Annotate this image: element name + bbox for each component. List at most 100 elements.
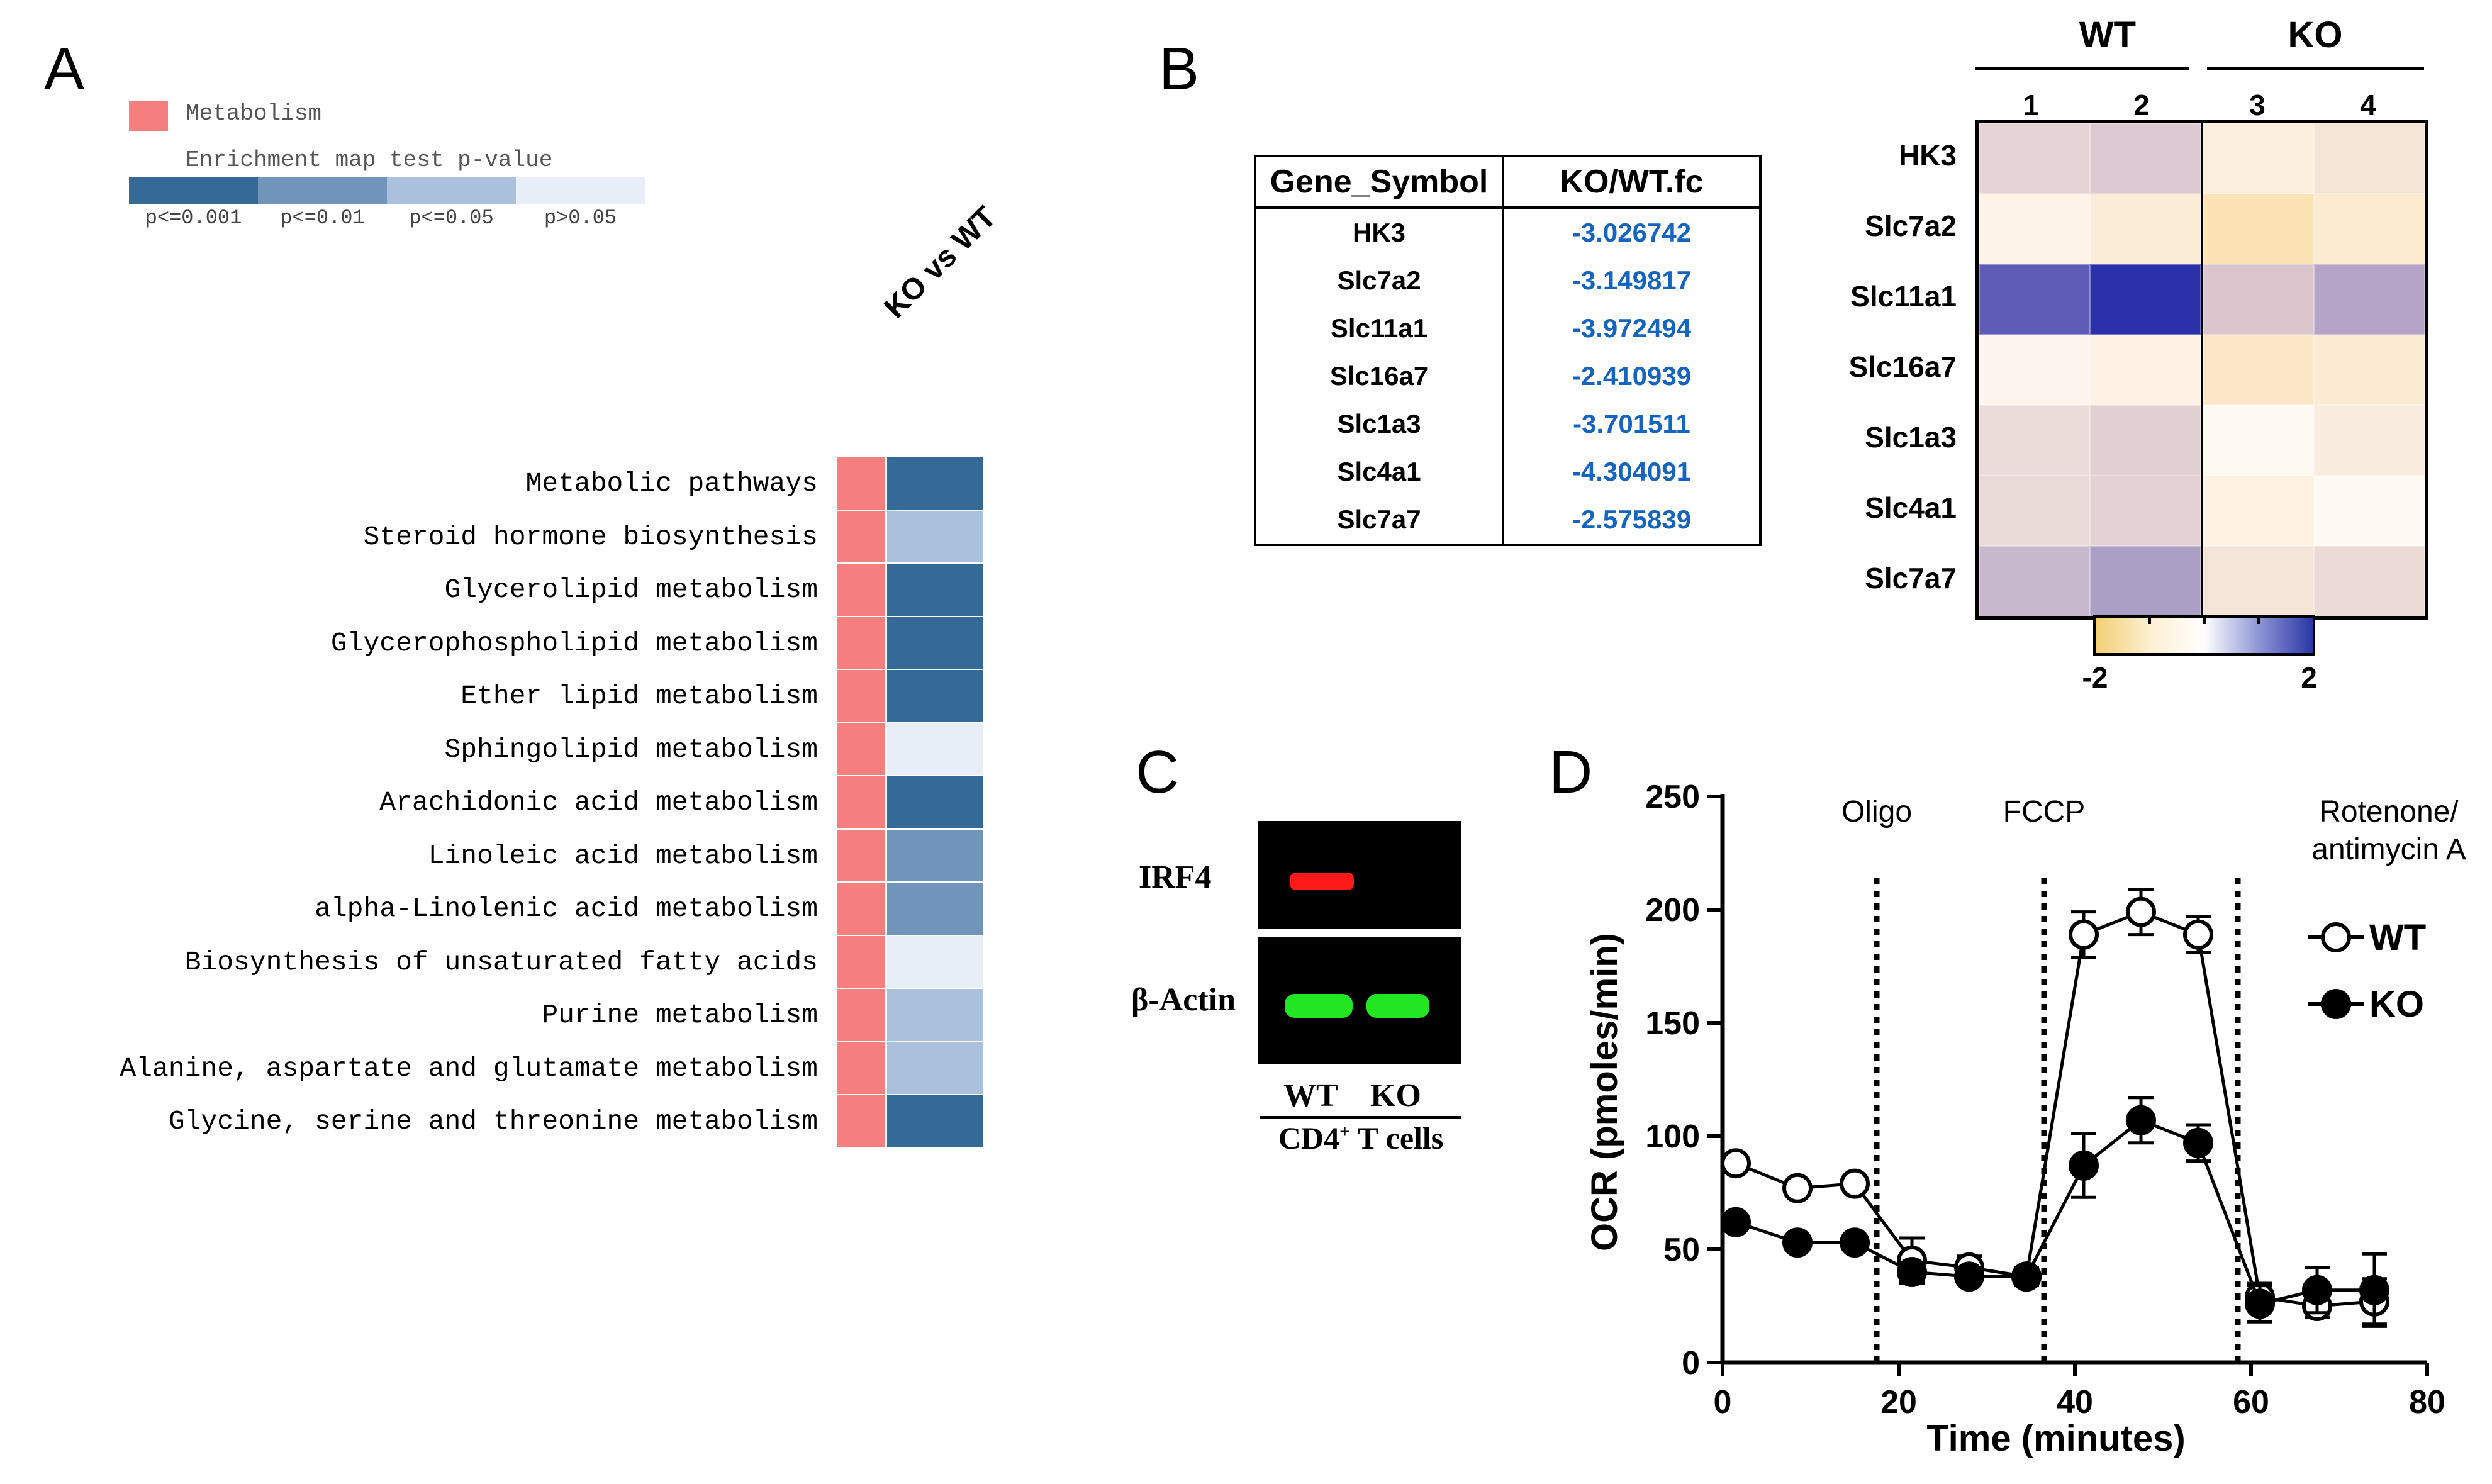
group-label-ko: KO: [2288, 14, 2343, 55]
pathway-label: Metabolic pathways: [525, 468, 818, 499]
x-tick-label: 60: [2233, 1384, 2269, 1420]
pvalue-legend-bar: [129, 177, 645, 204]
fold-change-cell: -2.575839: [1572, 505, 1692, 534]
lane-label-ko: KO: [1370, 1078, 1421, 1113]
heatmap-gene-label: Slc16a7: [1848, 350, 1957, 383]
series-line-wt: [1735, 910, 2375, 1308]
category-cell: [837, 829, 885, 881]
heatmap-cell: [2090, 123, 2201, 194]
heatmap-cell: [1979, 264, 2090, 335]
legend-label-ko: KO: [2369, 984, 2424, 1025]
data-point-ko: [2126, 1105, 2156, 1135]
panel-label-b: B: [1159, 35, 1200, 103]
heatmap-cell: [2314, 335, 2425, 405]
pathway-label: Alanine, aspartate and glutamate metabol…: [120, 1052, 818, 1084]
gene-cell: Slc16a7: [1255, 352, 1504, 400]
pathway-label: Sphingolipid metabolism: [444, 734, 819, 765]
pathway-label: Biosynthesis of unsaturated fatty acids: [184, 946, 818, 978]
table-header-fc: KO/WT.fc: [1503, 156, 1760, 209]
gene-cell: Slc1a3: [1255, 400, 1504, 448]
heatmap-cell: [2314, 123, 2425, 194]
category-cell: [837, 1042, 885, 1094]
category-cell: [837, 1095, 885, 1147]
colorbar-min: -2: [2082, 661, 2108, 694]
sample-labels: 1 2 3 4: [1975, 88, 2428, 121]
y-tick-label: 100: [1645, 1119, 1700, 1155]
pvalue-cell: [887, 989, 983, 1041]
heatmap-frame: [1975, 120, 2428, 620]
pvalue-cell: [887, 723, 983, 775]
heatmap-cell: [2203, 123, 2314, 194]
data-point-ko: [1954, 1261, 1984, 1292]
lane-label-wt: WT: [1283, 1078, 1338, 1113]
panel-label-c: C: [1136, 739, 1180, 806]
data-point-ko: [2011, 1261, 2042, 1292]
heatmap-cell: [1979, 194, 2090, 264]
heatmap-gene-label: Slc7a2: [1865, 209, 1957, 242]
heatmap-cell: [2314, 405, 2425, 476]
data-point-ko: [2302, 1275, 2332, 1305]
sample-label: 2: [2133, 89, 2150, 121]
injection-label: Rotenone/: [2319, 795, 2459, 828]
table-row: Slc7a2 -3.149817: [1255, 257, 1760, 304]
heatmap-cell: [1979, 335, 2090, 405]
heatmap-cell: [2203, 405, 2314, 476]
pvalue-swatch: [387, 177, 516, 204]
y-tick-label: 0: [1682, 1345, 1700, 1381]
expression-heatmap: HK3 Slc7a2 Slc11a1 Slc16a7 Slc1a3 Slc4a1 Slc7a…: [1824, 120, 2441, 620]
heatmap-cell: [2090, 194, 2201, 264]
pvalue-swatch: [516, 177, 645, 204]
group-label-wt: WT: [2079, 14, 2137, 55]
pathway-label: Purine metabolism: [542, 1000, 818, 1030]
category-cell: [837, 883, 885, 935]
lane-underline: [1260, 1116, 1461, 1119]
pvalue-cell: [887, 457, 983, 510]
gene-cell: Slc7a7: [1255, 496, 1504, 545]
colorbar-max: 2: [2301, 661, 2317, 694]
heatmap-cell: [1979, 476, 2090, 546]
heatmap-cell: [2090, 405, 2201, 476]
fold-change-cell: -3.972494: [1572, 313, 1692, 343]
pvalue-cell: [887, 1042, 983, 1094]
pvalue-label: p<=0.001: [145, 206, 242, 230]
fold-change-cell: -2.410939: [1572, 361, 1692, 391]
heatmap-cell: [1979, 405, 2090, 476]
column-label-ko-vs-wt: KO vs WT: [878, 200, 1003, 325]
group-bar-wt: [1975, 67, 2189, 70]
heatmap-cell: [1979, 123, 2090, 194]
pvalue-cell: [887, 564, 983, 616]
pvalue-cell: [887, 1095, 983, 1147]
table-row: Slc7a7 -2.575839: [1255, 496, 1760, 545]
heatmap-cell: [2090, 546, 2201, 616]
heatmap-cell: [2203, 264, 2314, 335]
data-point-wt: [2183, 919, 2213, 950]
cell-type-label: CD4+ T cells: [1278, 1120, 1444, 1156]
data-point-ko: [2245, 1288, 2275, 1319]
data-point-ko: [1721, 1207, 1751, 1237]
sample-label: 1: [2023, 89, 2039, 121]
heatmap-cell: [2314, 546, 2425, 616]
x-tick-label: 0: [1714, 1384, 1732, 1420]
injection-label: Oligo: [1841, 795, 1912, 828]
category-cell: [837, 616, 885, 669]
table-row: Slc11a1 -3.972494: [1255, 304, 1760, 352]
category-cell: [837, 989, 885, 1041]
y-tick-label: 250: [1645, 779, 1700, 815]
pvalue-cell: [887, 829, 983, 881]
heatmap-gene-label: Slc1a3: [1865, 421, 1957, 454]
x-tick-label: 80: [2409, 1384, 2445, 1420]
heatmap-cell: [1979, 546, 2090, 616]
actin-band-ko: [1366, 994, 1429, 1018]
fold-change-table: Gene_Symbol KO/WT.fc HK3 -3.026742 Slc7a2 -…: [1254, 155, 1762, 546]
pvalue-swatch: [258, 177, 387, 204]
data-point-ko: [2359, 1275, 2389, 1305]
category-cell: [837, 564, 885, 616]
data-point-wt: [1840, 1168, 1870, 1199]
pvalue-cell: [887, 670, 983, 722]
data-point-ko: [1782, 1227, 1813, 1258]
pathway-label: alpha-Linolenic acid metabolism: [315, 893, 818, 924]
gene-cell: Slc4a1: [1255, 448, 1504, 496]
data-point-wt: [1782, 1173, 1813, 1203]
data-point-ko: [1897, 1257, 1927, 1287]
injection-label: FCCP: [2003, 795, 2086, 828]
